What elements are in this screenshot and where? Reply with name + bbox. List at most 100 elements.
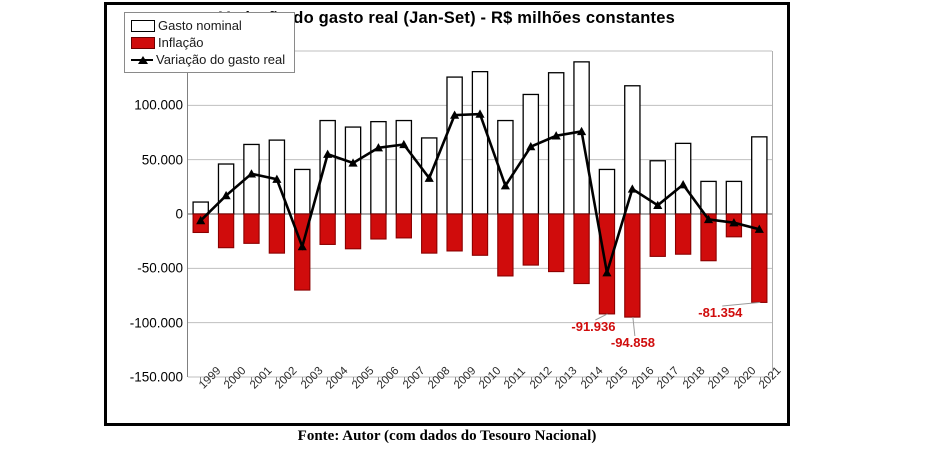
bar-inflacao [674,213,692,255]
bar-inflacao [471,213,489,256]
bar-inflacao [598,213,616,315]
x-axis-tick-mark [454,377,456,381]
x-axis-tick-mark [327,377,329,381]
line-marker [297,242,307,251]
bar-inflacao [548,213,565,273]
legend-label-variacao-gasto-real: Variação do gasto real [156,52,286,67]
plot-area-wrapper: 150.000100.00050.0000-50.000-100.000-150… [107,5,793,429]
chart-title: Variação do gasto real (Jan-Set) - R$ mi… [219,9,675,27]
bar-inflacao [446,213,463,252]
black-line-marker-swatch-icon [131,55,153,65]
bar-gasto-nominal [547,72,565,215]
x-axis-tick-mark [276,377,278,381]
x-axis-tick-mark [378,377,380,381]
bar-inflacao [344,213,362,250]
bar-gasto-nominal [319,119,336,215]
bar-inflacao [624,213,641,318]
chart-canvas [188,50,772,378]
bar-inflacao [243,213,260,244]
bar-inflacao [573,213,590,285]
bar-gasto-nominal [725,180,743,215]
x-axis-tick-mark [429,377,431,381]
x-axis-tick-mark [301,377,303,381]
bar-gasto-nominal [624,85,641,215]
source-note: Fonte: Autor (com dados do Tesouro Nacio… [297,428,597,444]
x-axis-tick-mark [199,377,201,381]
line-marker [424,173,434,182]
line-marker [576,126,587,136]
bar-gasto-nominal [751,136,768,215]
x-axis-tick-mark [556,377,558,381]
x-axis-tick-mark [530,377,532,381]
bar-gasto-nominal [344,126,362,215]
bar-inflacao [497,213,514,277]
plot-box [187,50,773,378]
line-marker [627,184,637,193]
x-axis-tick-mark [480,377,481,381]
line-marker [450,110,460,119]
line-marker [348,158,358,167]
data-label-2021: -81.354 [698,305,743,320]
line-marker [526,142,536,151]
x-axis-tick-mark [632,377,634,381]
bar-gasto-nominal [217,163,235,215]
line-marker [703,214,714,224]
legend-item-inflacao: Inflação [131,34,285,51]
red-bar-swatch-icon [131,36,155,49]
line-marker [551,131,561,140]
line-marker [246,169,257,178]
x-axis-tick-mark [658,377,660,381]
x-axis-tick-mark [250,377,252,381]
bar-gasto-nominal [598,168,616,215]
line-marker [602,268,612,277]
x-axis-tick-mark [760,377,762,381]
bar-inflacao [217,213,235,249]
bar-gasto-nominal [446,76,463,215]
bar-gasto-nominal [192,201,209,215]
chart-legend: Gasto nominal Inflação Variação do gasto… [124,12,296,73]
bar-gasto-nominal [700,180,717,215]
data-label-2015: -91.936 [571,319,616,334]
data-label-2016: -94.858 [610,335,655,350]
legend-item-variacao-gasto-real: Variação do gasto real [131,51,285,68]
y-axis-tick-label: 0 [175,206,183,222]
x-axis-tick-labels: 1999 2000 2001 2002 2003 2004 2005 2006 2007 2008… [187,365,784,429]
y-axis-tick-label: -50.000 [137,260,183,276]
x-axis-tick-mark [581,377,583,381]
bar-gasto-nominal [370,120,387,215]
bar-gasto-nominal [674,142,692,215]
x-axis-tick-mark [505,377,507,381]
x-axis-tick-mark [352,377,354,381]
legend-item-gasto-nominal: Gasto nominal [131,17,285,34]
bar-inflacao [421,213,438,254]
line-marker [678,180,688,189]
y-axis-tick-label: -150.000 [129,369,183,385]
bar-inflacao [268,213,286,254]
bar-gasto-nominal [395,119,413,215]
line-marker [754,224,764,233]
bar-inflacao [700,213,717,262]
line-marker [221,190,231,200]
bar-gasto-nominal [293,168,311,215]
x-axis-tick-mark [225,377,227,381]
bar-gasto-nominal [471,70,489,215]
line-marker [475,109,485,118]
bar-inflacao [319,213,336,245]
legend-label-gasto-nominal: Gasto nominal [158,18,242,33]
y-axis-tick-label: 50.000 [141,152,183,168]
line-marker [399,139,409,149]
line-marker [196,215,206,225]
line-marker [729,218,739,227]
chart-figure-frame: Variação do gasto real (Jan-Set) - R$ mi… [104,2,790,426]
line-marker [272,174,282,183]
line-marker [653,200,663,209]
line-marker [500,181,510,190]
line-marker [373,143,384,152]
bar-inflacao [649,213,666,257]
line-marker [323,149,333,158]
bar-inflacao [395,213,412,239]
white-bar-swatch-icon [131,19,155,32]
x-axis-tick-mark [607,377,609,381]
bar-inflacao [522,213,539,266]
